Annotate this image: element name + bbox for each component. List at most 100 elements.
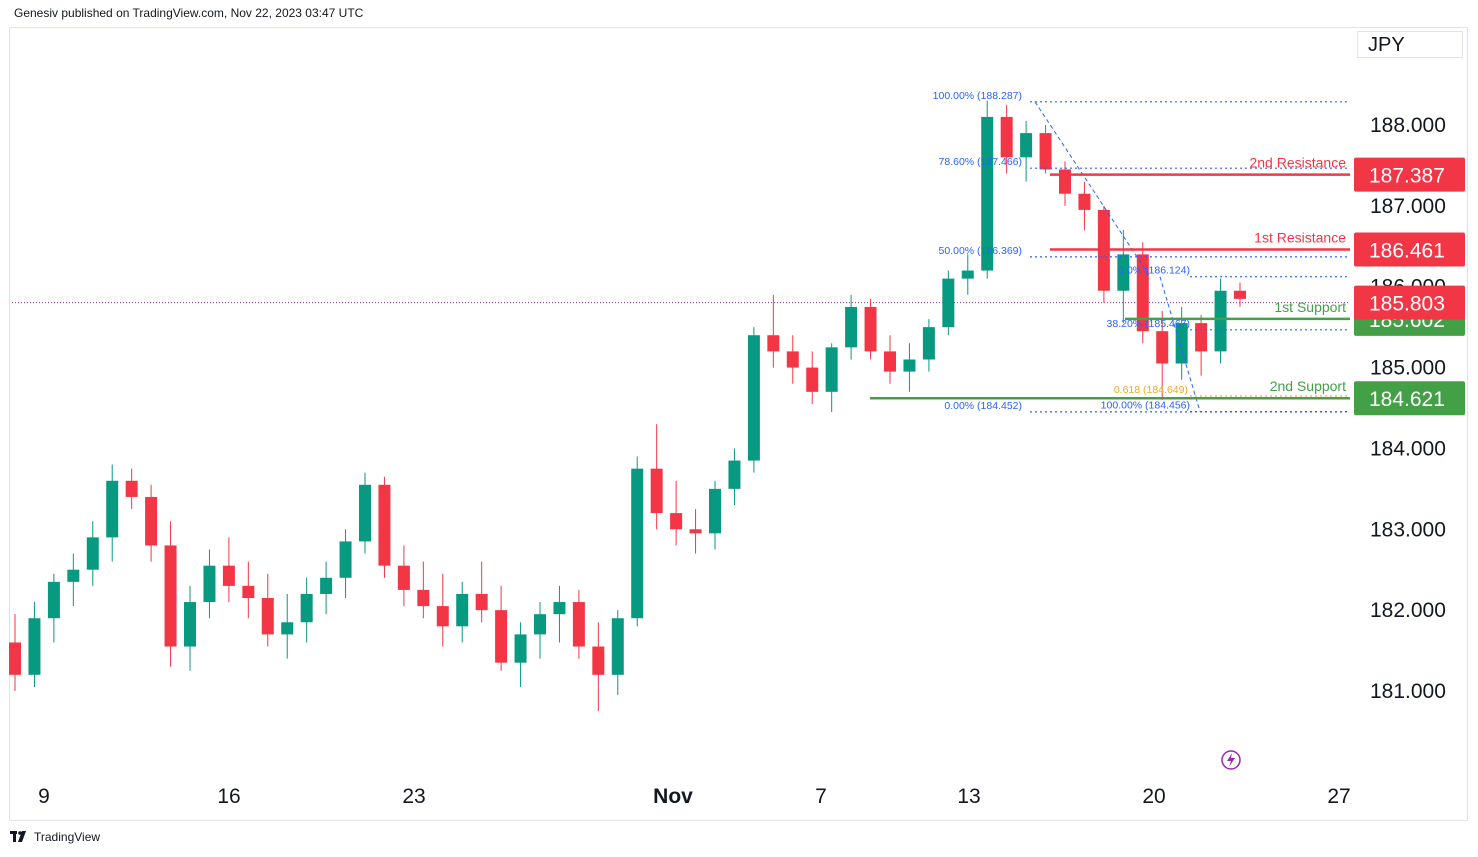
candle-body	[397, 565, 410, 590]
footer-brand[interactable]: TradingView	[10, 830, 100, 844]
footer-brand-text: TradingView	[34, 830, 101, 844]
y-axis-tick: 184.000	[1370, 437, 1446, 460]
candle-body	[864, 306, 877, 352]
candle-body	[9, 642, 21, 675]
publisher-header: Genesiv published on TradingView.com, No…	[14, 6, 364, 20]
candle-body	[1039, 133, 1052, 170]
candle-body	[203, 565, 216, 603]
candle-body	[922, 327, 935, 360]
candle-body	[320, 577, 333, 594]
fib-label: 100.00% (188.287)	[933, 90, 1022, 102]
candle-body	[709, 488, 721, 534]
candle-body	[1117, 254, 1130, 291]
candle-body	[184, 602, 196, 647]
candle-body	[417, 589, 430, 607]
price-badge-text: 184.621	[1369, 388, 1445, 411]
price-badge	[1354, 157, 1465, 192]
y-axis-tick: 185.000	[1370, 357, 1446, 380]
candle-body	[1020, 133, 1033, 158]
current-price-badge	[1354, 285, 1465, 320]
candle-body	[475, 593, 488, 611]
candle-body	[689, 529, 702, 534]
candle-body	[650, 468, 663, 514]
fib-label: 0.0% (186.124)	[1118, 265, 1190, 277]
candle-body	[456, 593, 469, 627]
candle-body	[1214, 290, 1227, 352]
candle-body	[1078, 193, 1091, 210]
candle-body	[534, 614, 546, 635]
candle-body	[47, 581, 60, 619]
y-axis-tick: 181.000	[1370, 680, 1446, 703]
candle-body	[28, 618, 41, 675]
candle-body	[884, 351, 896, 372]
currency-label[interactable]: JPY	[1357, 31, 1463, 58]
x-axis-tick: 9	[38, 785, 50, 808]
candle-body	[806, 367, 819, 392]
candle-body	[747, 335, 760, 461]
level-label: 1st Resistance	[1254, 229, 1346, 245]
x-axis-tick: 20	[1142, 785, 1165, 808]
candle-body	[728, 460, 741, 489]
candle-body	[67, 569, 80, 582]
candle-body	[553, 602, 566, 615]
candle-body	[572, 602, 585, 647]
level-label: 2nd Resistance	[1249, 155, 1346, 171]
candle-body	[514, 634, 527, 663]
candle-body	[106, 480, 119, 538]
fib-label: 0.618 (184.649)	[1114, 384, 1188, 396]
candle-body	[359, 484, 371, 542]
candle-body	[222, 565, 235, 586]
candle-body	[1059, 169, 1071, 194]
candle-body	[767, 335, 780, 352]
fib-label: 38.20% (185.467)	[1107, 318, 1190, 330]
level-label: 2nd Support	[1270, 378, 1346, 394]
candle-body	[611, 618, 624, 675]
level-label: 1st Support	[1274, 299, 1346, 315]
fib-label: 78.60% (187.466)	[939, 156, 1022, 168]
current-price-badge-text: 185.803	[1369, 293, 1445, 316]
candle-body	[242, 585, 255, 599]
candle-body	[261, 598, 274, 635]
candle-body	[1156, 331, 1169, 364]
x-axis-tick: 23	[402, 785, 425, 808]
price-badge	[1354, 381, 1465, 416]
candle-body	[786, 351, 799, 368]
candle-body	[436, 606, 449, 627]
candle-body	[125, 480, 138, 497]
x-axis-tick: 7	[815, 785, 827, 808]
candle-body	[1195, 323, 1208, 352]
fib-label: 100.00% (184.456)	[1101, 400, 1190, 412]
candle-body	[961, 270, 974, 279]
candle-body	[825, 347, 838, 392]
y-axis-tick: 188.000	[1370, 114, 1446, 137]
y-axis-tick: 182.000	[1370, 599, 1446, 622]
candle-body	[378, 484, 391, 566]
candle-body	[981, 116, 994, 271]
candle-body	[495, 610, 508, 663]
x-axis-tick: Nov	[653, 785, 693, 808]
tradingview-logo-icon	[10, 831, 26, 842]
x-axis-tick: 16	[217, 785, 240, 808]
candle-body	[339, 541, 352, 578]
x-axis-tick: 13	[957, 785, 980, 808]
x-axis-tick: 27	[1327, 785, 1350, 808]
candle-body	[845, 306, 858, 348]
fib-label: 50.00% (186.369)	[939, 245, 1022, 257]
fib-label: 0.00% (184.452)	[944, 400, 1022, 412]
candle-body	[281, 622, 294, 635]
chart-frame[interactable]	[9, 27, 1468, 821]
candle-body	[942, 278, 955, 328]
y-axis-tick: 183.000	[1370, 518, 1446, 541]
candle-body	[1175, 323, 1188, 364]
price-badge	[1354, 232, 1465, 267]
fib-trend-line	[1159, 276, 1201, 412]
lightning-icon[interactable]	[1221, 750, 1241, 770]
candle-body	[300, 593, 313, 623]
candle-body	[903, 359, 916, 372]
candle-body	[164, 545, 177, 647]
candle-body	[1000, 116, 1013, 158]
candle-body	[670, 513, 683, 530]
candle-body	[631, 468, 644, 619]
price-badge-text: 187.387	[1369, 165, 1445, 188]
